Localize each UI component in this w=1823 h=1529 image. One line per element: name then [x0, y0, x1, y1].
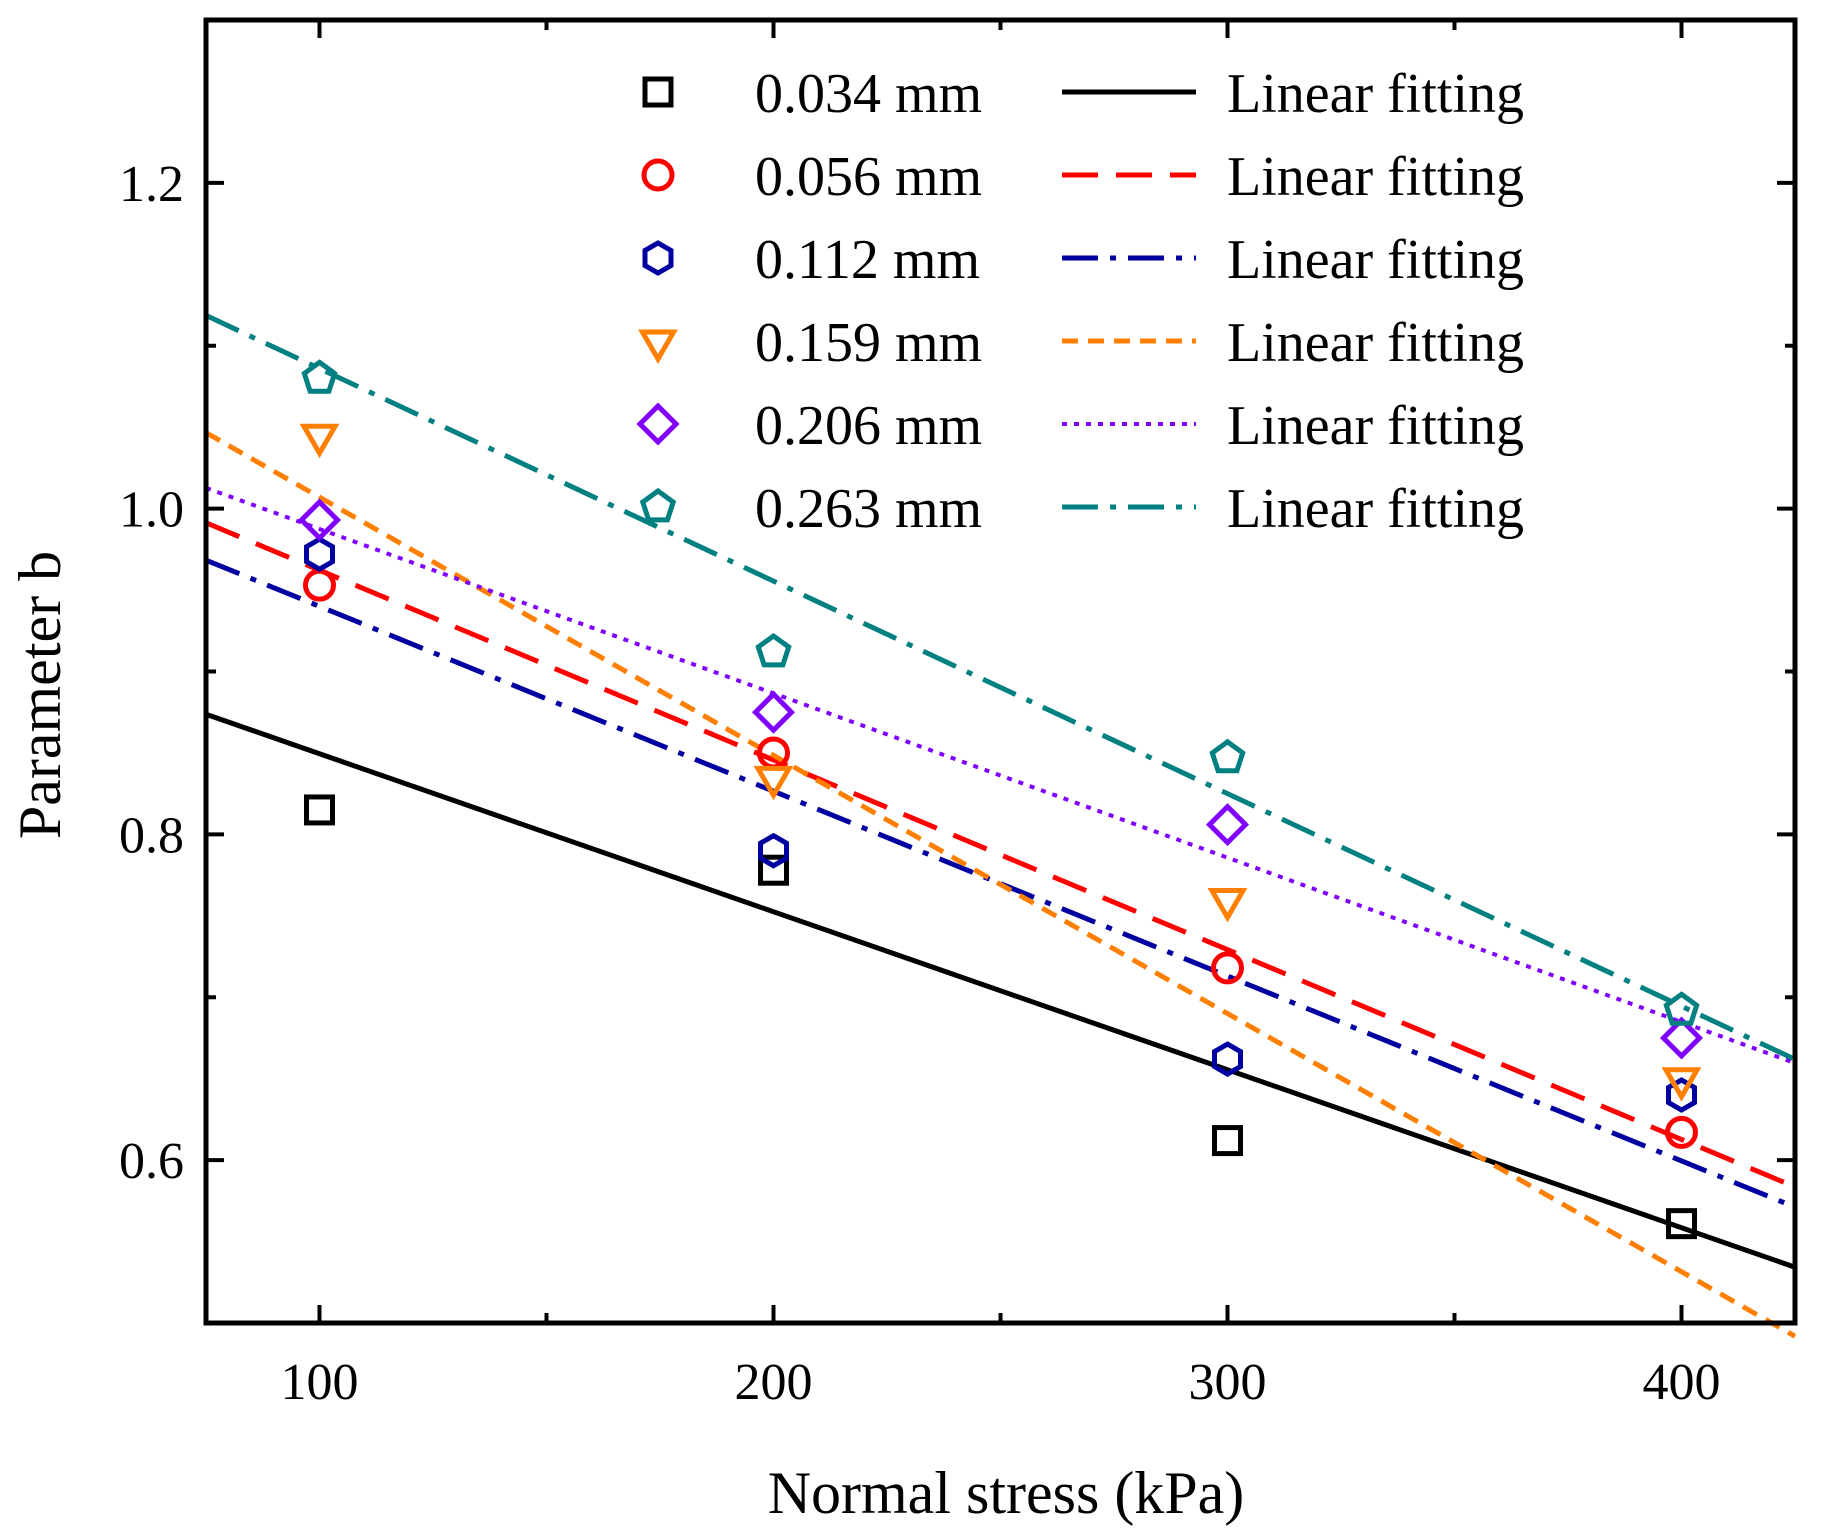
x-tick-label: 100 — [281, 1354, 359, 1411]
axis-ticks — [206, 18, 1795, 1325]
data-point-5-1 — [755, 632, 792, 668]
legend-marker-0 — [642, 76, 674, 108]
fit-lines — [204, 313, 1797, 1339]
y-tick-label: 1.0 — [119, 482, 184, 539]
legend-fit-label-4: Linear fitting — [1227, 395, 1524, 457]
axis-tick-labels: 100 200 300 400 0.6 0.8 1.0 1.2 — [119, 156, 1721, 1411]
legend-marker-5 — [639, 487, 677, 523]
data-point-3-2 — [1207, 888, 1248, 923]
data-point-4-1 — [751, 690, 796, 734]
fit-line-0 — [205, 711, 1796, 1270]
y-axis-title: Parameter b — [7, 551, 73, 839]
data-point-1-2 — [1211, 951, 1244, 985]
data-point-0-1 — [758, 854, 789, 886]
legend-fit-label-3: Linear fitting — [1227, 312, 1524, 374]
legend-marker-2 — [642, 240, 674, 276]
plot-frame — [203, 17, 1798, 1326]
data-point-0-0 — [304, 794, 335, 826]
legend-marker-1 — [641, 158, 675, 192]
legend-marker-4 — [636, 402, 680, 446]
legend-label-4: 0.206 mm — [755, 395, 982, 457]
data-point-0-2 — [1212, 1125, 1243, 1157]
legend-marker-3 — [638, 329, 678, 364]
data-point-3-1 — [753, 765, 794, 801]
legend-label-0: 0.034 mm — [755, 63, 982, 125]
data-point-2-1 — [758, 832, 789, 869]
x-tick-label: 200 — [735, 1354, 813, 1411]
data-point-2-3 — [1666, 1077, 1697, 1113]
data-point-4-2 — [1205, 803, 1250, 847]
legend-label-1: 0.056 mm — [755, 146, 982, 208]
data-point-5-2 — [1209, 738, 1246, 774]
legend-label-2: 0.112 mm — [755, 229, 980, 291]
data-point-0-3 — [1666, 1208, 1697, 1240]
data-points — [297, 359, 1704, 1240]
y-tick-label: 1.2 — [119, 156, 184, 213]
legend-fit-label-5: Linear fitting — [1227, 478, 1524, 540]
legend-label-3: 0.159 mm — [755, 312, 982, 374]
fit-line-1 — [205, 520, 1796, 1190]
data-point-3-0 — [299, 423, 340, 459]
data-point-2-2 — [1212, 1041, 1243, 1077]
x-tick-label: 300 — [1189, 1354, 1267, 1411]
legend: 0.034 mm Linear fitting 0.056 mm Linear fit… — [636, 63, 1524, 540]
data-point-2-0 — [304, 536, 335, 573]
data-point-5-0 — [301, 359, 338, 394]
data-point-4-3 — [1659, 1016, 1704, 1060]
data-point-1-3 — [1665, 1115, 1698, 1149]
data-point-4-0 — [297, 498, 342, 542]
fit-line-2 — [205, 557, 1796, 1210]
legend-fit-label-1: Linear fitting — [1227, 146, 1524, 208]
x-axis-title: Normal stress (kPa) — [768, 1460, 1245, 1526]
y-tick-label: 0.6 — [119, 1133, 184, 1190]
legend-label-5: 0.263 mm — [755, 478, 982, 540]
data-point-5-3 — [1663, 991, 1700, 1026]
fit-line-3 — [204, 430, 1797, 1339]
x-tick-label: 400 — [1643, 1354, 1721, 1411]
data-point-3-3 — [1661, 1067, 1702, 1102]
legend-fit-label-0: Linear fitting — [1227, 63, 1524, 125]
data-point-1-0 — [303, 568, 336, 602]
y-tick-label: 0.8 — [119, 807, 184, 864]
fit-line-5 — [204, 313, 1797, 1062]
legend-fit-label-2: Linear fitting — [1227, 229, 1524, 291]
fit-line-4 — [205, 486, 1796, 1065]
